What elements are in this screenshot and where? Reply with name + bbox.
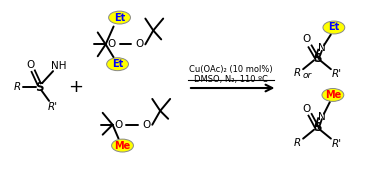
Ellipse shape: [107, 58, 129, 71]
Text: N: N: [318, 112, 326, 122]
Ellipse shape: [322, 89, 344, 101]
Text: Et: Et: [112, 59, 123, 69]
Ellipse shape: [323, 21, 345, 34]
Text: O: O: [115, 120, 123, 130]
Text: R: R: [294, 138, 301, 148]
Text: Et: Et: [114, 13, 125, 22]
Text: Me: Me: [325, 90, 341, 100]
Text: +: +: [68, 78, 84, 96]
Text: R: R: [294, 68, 301, 78]
Text: Cu(OAc)₂ (10 mol%): Cu(OAc)₂ (10 mol%): [189, 65, 273, 74]
Text: O: O: [142, 120, 150, 130]
Text: Me: Me: [115, 141, 131, 150]
Text: S: S: [35, 80, 43, 94]
Text: O: O: [302, 34, 310, 44]
Text: O: O: [26, 60, 34, 70]
Text: or: or: [302, 71, 312, 80]
Text: S: S: [313, 121, 321, 134]
Text: N: N: [318, 43, 326, 53]
Ellipse shape: [108, 11, 130, 24]
Text: O: O: [135, 39, 144, 49]
Text: R': R': [48, 102, 58, 112]
Text: O: O: [302, 104, 310, 114]
Text: R: R: [14, 82, 21, 92]
Text: R': R': [332, 69, 342, 79]
Text: DMSO, N₂, 110 ºC: DMSO, N₂, 110 ºC: [194, 75, 268, 84]
Text: NH: NH: [51, 61, 67, 71]
Text: S: S: [313, 52, 321, 65]
Text: R': R': [332, 139, 342, 148]
Text: Et: Et: [328, 22, 339, 32]
Ellipse shape: [112, 139, 133, 152]
Text: O: O: [107, 39, 116, 49]
